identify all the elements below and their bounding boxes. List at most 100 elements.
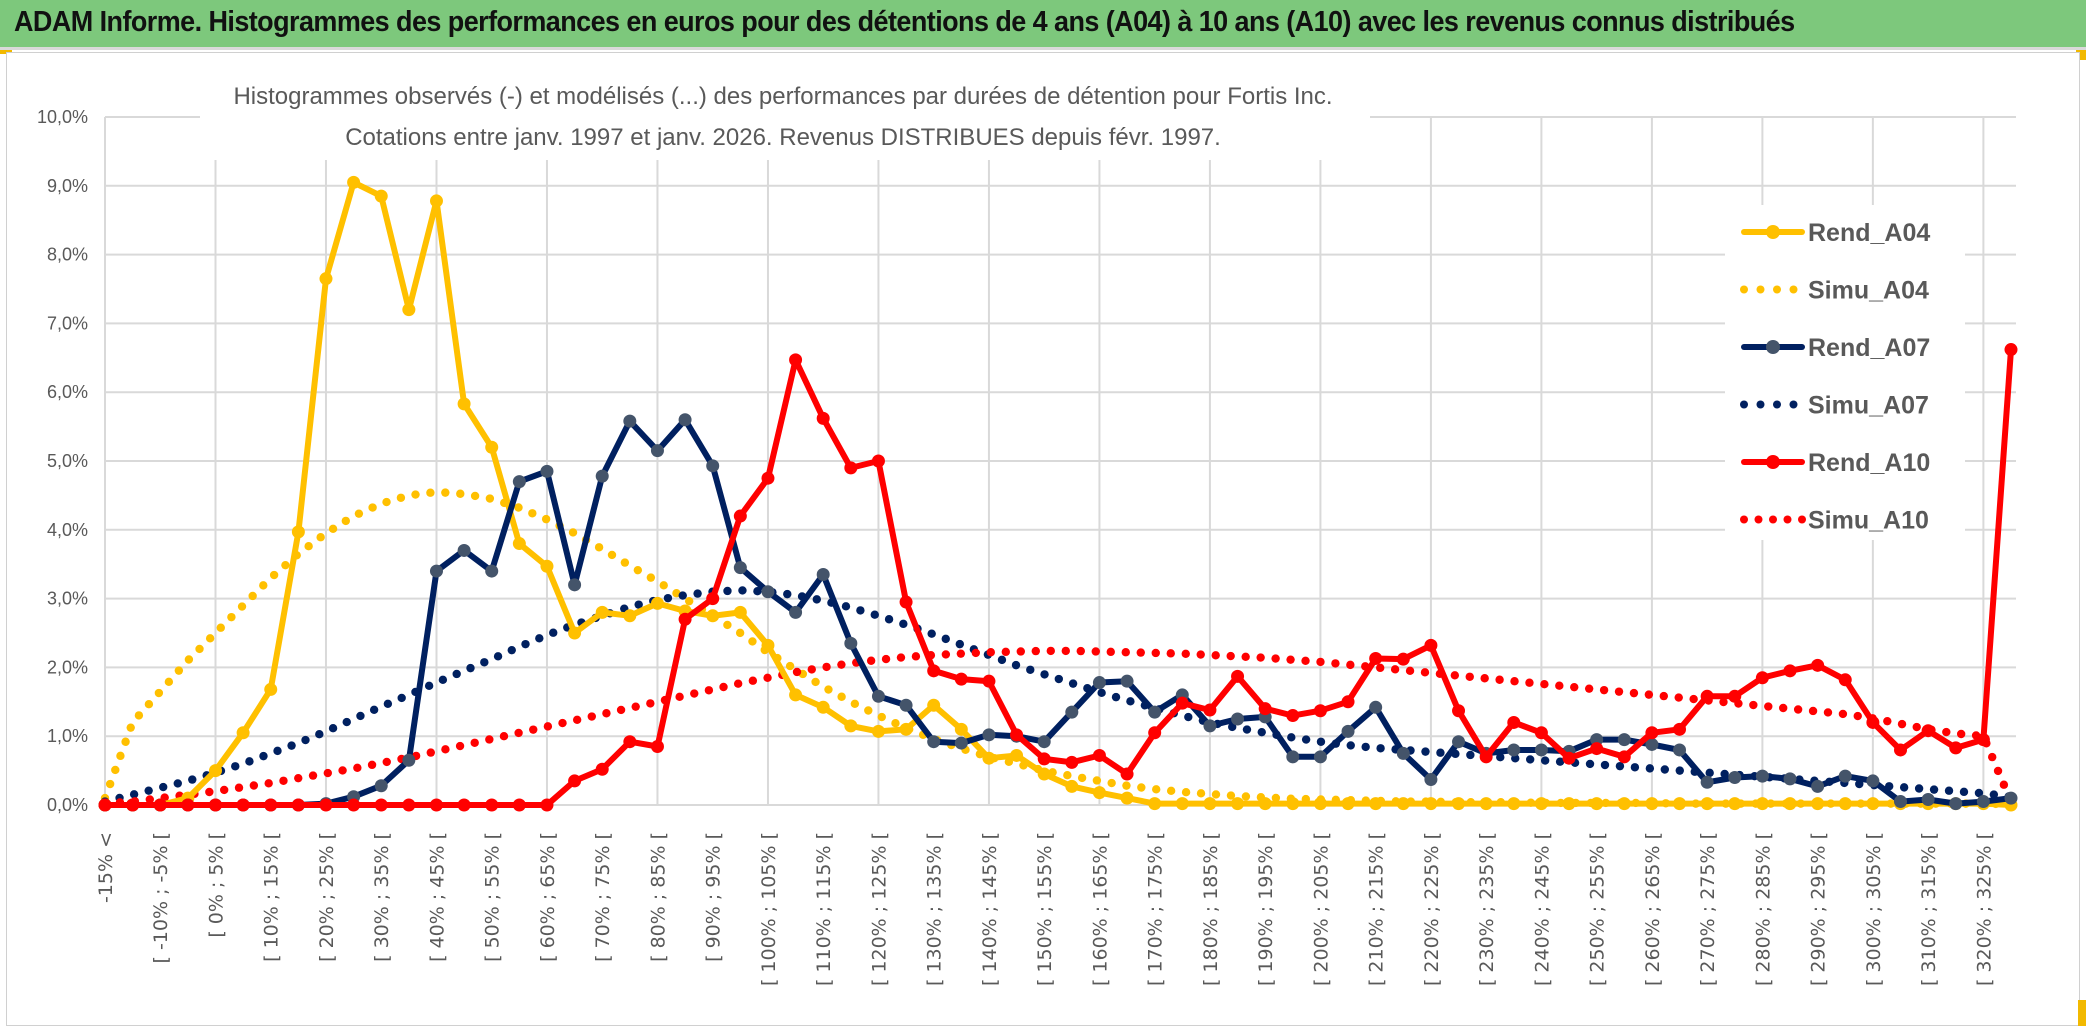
data-point [208,798,222,812]
dot-mark [1584,684,1594,693]
data-point [816,568,830,582]
dot-mark [1241,792,1251,801]
data-point [402,798,416,812]
dot-mark [1660,765,1670,774]
dot-mark [493,652,503,661]
y-tick-label: 5,0% [47,451,88,471]
dot-mark [111,765,120,775]
x-tick-label: [ 180% ; 185% [ [1200,832,1222,986]
x-tick-label: [ 200% ; 205% [ [1310,832,1332,986]
legend-label: Simu_A07 [1808,392,1929,420]
legend-dot-icon [1769,515,1777,524]
legend-item: Rend_A10 [1741,449,1930,477]
dot-mark [1063,771,1072,780]
dot-mark [470,738,479,747]
dot-mark [884,615,894,624]
data-point [1645,726,1659,740]
dot-mark [1897,719,1907,729]
dot-mark [971,648,981,658]
title-background [200,76,1370,160]
dot-mark [1525,755,1535,764]
dot-mark [424,681,434,691]
data-point [1286,750,1300,764]
x-tick-label: -15% < [95,832,117,903]
dot-mark [1421,747,1430,756]
dot-mark [1361,742,1370,752]
dot-mark [485,735,494,744]
data-point [1175,797,1189,811]
dot-mark [1450,671,1460,680]
legend-label: Simu_A10 [1808,507,1929,535]
dot-mark [231,762,240,771]
report-title: ADAM Informe. Histogrammes des performan… [14,6,1795,38]
dot-mark [396,493,406,502]
data-point [1396,652,1410,666]
legend-dot-icon [1773,285,1781,294]
dot-mark [792,667,802,677]
x-tick-label: [ 50% ; 55% [ [482,832,504,962]
data-point [1976,733,1990,747]
data-point [1617,733,1631,747]
dot-mark [1316,657,1325,667]
data-point [153,798,167,812]
legend-dot-icon [1756,285,1765,294]
dot-mark [1092,776,1102,785]
data-point [485,440,499,454]
dot-mark [607,550,617,560]
x-tick-label: [ -10% ; -5% [ [150,832,172,963]
legend-label: Rend_A07 [1808,334,1930,362]
dot-mark [328,724,338,733]
dot-mark [452,669,461,679]
x-tick-label: [ 80% ; 85% [ [647,832,669,962]
data-point [1783,664,1797,678]
dot-mark [1256,653,1265,662]
x-tick-label: [ 100% ; 105% [ [758,832,780,986]
dot-mark [382,497,391,507]
data-point [1617,797,1631,811]
dot-mark [287,741,296,750]
data-point [1894,795,1908,809]
dot-mark [234,783,244,792]
dot-mark [1944,786,1954,795]
data-point [1700,797,1714,811]
dot-mark [383,699,393,709]
dot-mark [1988,752,1997,762]
x-tick-label: [ 250% ; 255% [ [1587,832,1609,986]
data-point [1341,724,1355,738]
x-tick-label: [ 150% ; 155% [ [1034,832,1056,986]
dot-mark [1091,647,1100,656]
data-point [706,609,720,623]
x-tick-label: [ 290% ; 295% [ [1808,832,1830,986]
data-point [568,626,582,640]
dot-mark [323,768,333,778]
dot-mark [480,658,489,667]
dot-mark [273,746,282,756]
data-point [402,753,416,767]
dot-mark [1540,680,1549,689]
data-point [1203,719,1217,733]
dot-mark [338,766,347,775]
dot-mark [1107,778,1116,788]
y-tick-label: 8,0% [47,245,88,265]
dot-mark [368,503,377,512]
data-point [1175,696,1189,710]
data-point [291,525,305,539]
dot-mark [1196,650,1205,659]
x-tick-label: [ 260% ; 265% [ [1642,832,1664,986]
dot-mark [723,586,732,596]
dot-mark [1076,646,1085,656]
data-point [623,609,637,623]
dot-mark [259,751,268,761]
dot-mark [1126,697,1135,706]
data-point [1148,705,1162,719]
data-point [1479,750,1493,764]
dot-mark [870,610,879,619]
dot-mark [1211,651,1220,660]
dot-mark [558,718,567,728]
series-rend-a04 [98,175,2018,812]
dot-mark [1106,647,1115,657]
dot-mark [704,686,714,695]
dot-mark [219,785,229,795]
data-point [457,397,471,411]
dot-mark [1614,687,1624,696]
